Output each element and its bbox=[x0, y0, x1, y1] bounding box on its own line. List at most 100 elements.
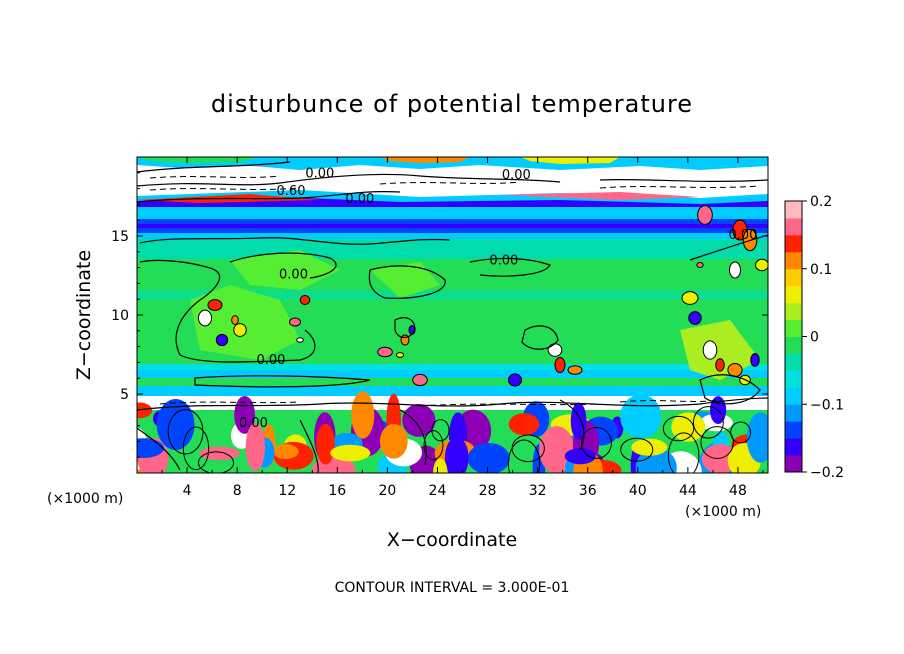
x-tick-label: 4 bbox=[183, 483, 192, 499]
turbulence-contour bbox=[730, 421, 752, 444]
cyan-layer bbox=[137, 378, 768, 386]
turbulence-blob bbox=[539, 426, 575, 473]
small-patch bbox=[289, 317, 301, 327]
turbulence-blob bbox=[137, 402, 153, 419]
small-patch bbox=[231, 315, 239, 325]
small-patch bbox=[299, 294, 311, 306]
colorbar-swatch bbox=[785, 404, 802, 422]
colorbar-swatch bbox=[785, 336, 802, 354]
colorbar-swatch bbox=[785, 217, 802, 236]
turbulence-contour bbox=[700, 426, 734, 459]
contour-interval-note: CONTOUR INTERVAL = 3.000E-01 bbox=[335, 580, 570, 596]
turbulence-blob bbox=[245, 423, 266, 472]
turbulence-blob bbox=[564, 448, 596, 465]
y-axis-ticks: 5 10 15 bbox=[111, 172, 768, 458]
turbulence-blob bbox=[137, 438, 165, 458]
turbulence-contour bbox=[507, 439, 541, 473]
small-patch bbox=[729, 261, 741, 279]
turbulence-blob bbox=[351, 391, 375, 439]
contour-line bbox=[137, 173, 561, 187]
turbulence-contour bbox=[431, 419, 450, 442]
contour-lines bbox=[137, 161, 768, 473]
turbulence-blob bbox=[746, 412, 768, 463]
contour-line bbox=[137, 397, 768, 411]
colorbar-swatch bbox=[785, 234, 802, 253]
small-patch bbox=[233, 323, 247, 337]
x-tick-label: 48 bbox=[729, 483, 747, 499]
colorbar-swatch bbox=[785, 353, 802, 371]
turbulence-blob bbox=[467, 442, 510, 473]
colorbar-swatch bbox=[785, 285, 802, 304]
contour-line bbox=[139, 259, 316, 363]
colorbar-swatch bbox=[785, 370, 802, 388]
contour-line bbox=[229, 252, 337, 279]
small-patch bbox=[681, 291, 699, 305]
contour-labels: 0.00 0.00 0.00 0.00 0.00 0.00 0.00 0.00 0.60 bbox=[239, 167, 757, 432]
blue-band bbox=[137, 233, 768, 239]
turbulence-blob bbox=[330, 444, 371, 462]
x-unit-right: (×1000 m) bbox=[685, 504, 761, 520]
contour-line bbox=[469, 257, 551, 277]
small-patch bbox=[554, 356, 566, 374]
colorbar-swatch bbox=[785, 251, 802, 270]
colorbar-swatch bbox=[785, 319, 802, 337]
contour-line bbox=[139, 237, 451, 245]
y-tick-label: 10 bbox=[111, 308, 129, 324]
x-tick-label: 12 bbox=[278, 483, 296, 499]
small-patch bbox=[215, 333, 229, 347]
x-tick-label: 24 bbox=[429, 483, 447, 499]
turbulence-blob bbox=[402, 404, 436, 437]
contour-label: 0.00 bbox=[239, 416, 268, 431]
contour-line bbox=[137, 191, 401, 203]
contour-line bbox=[137, 427, 181, 471]
colorbar: −0.2 −0.1 0 0.1 0.2 bbox=[784, 194, 844, 481]
cyan-layer bbox=[137, 364, 768, 370]
small-patch bbox=[296, 337, 304, 343]
upper-color-patch bbox=[380, 157, 470, 163]
contour-label: 0.00 bbox=[345, 192, 374, 207]
x-tick-label: 16 bbox=[328, 483, 346, 499]
cyan-layer bbox=[137, 370, 768, 378]
small-patch bbox=[696, 262, 704, 268]
x-unit-left: (×1000 m) bbox=[47, 491, 123, 507]
colorbar-swatch bbox=[785, 387, 802, 405]
contour-label: 0.00 bbox=[502, 168, 531, 183]
x-tick-label: 44 bbox=[679, 483, 697, 499]
x-tick-label: 28 bbox=[479, 483, 497, 499]
small-patch bbox=[688, 311, 702, 325]
cyan-layer bbox=[137, 290, 768, 300]
blue-band bbox=[137, 224, 768, 228]
chart-title: disturbunce of potential temperature bbox=[211, 90, 693, 118]
colorbar-tick-label: 0.1 bbox=[810, 262, 832, 278]
colorbar-tick-label: −0.1 bbox=[810, 397, 844, 413]
light-green-patch bbox=[370, 262, 440, 298]
small-patch bbox=[567, 365, 583, 375]
plot-area: 0.00 0.00 0.00 0.00 0.00 0.00 0.00 0.00 0.60 bbox=[137, 157, 768, 473]
x-tick-label: 40 bbox=[629, 483, 647, 499]
turbulence-contour bbox=[662, 415, 695, 442]
light-green-patch bbox=[230, 250, 340, 290]
upper-color-patch bbox=[520, 157, 620, 164]
cyan-layer bbox=[137, 386, 768, 396]
colorbar-swatch bbox=[785, 201, 802, 219]
small-patch bbox=[702, 340, 718, 360]
turbulence-blob bbox=[379, 423, 408, 459]
small-patch bbox=[197, 309, 213, 327]
contour-line bbox=[299, 419, 319, 473]
x-tick-label: 36 bbox=[579, 483, 597, 499]
small-patch bbox=[547, 343, 563, 357]
contour-label: 0.00 bbox=[305, 167, 334, 182]
contour-label: 0.00 bbox=[728, 228, 757, 243]
small-patch bbox=[755, 258, 768, 272]
contour-label: 0.60 bbox=[277, 184, 306, 199]
turbulence-blob bbox=[316, 423, 335, 465]
contour-label: 0.00 bbox=[256, 353, 285, 368]
contour-line bbox=[599, 178, 768, 182]
dashed-contours bbox=[149, 175, 761, 407]
contour-line bbox=[399, 409, 427, 466]
turbulence-blob bbox=[671, 412, 706, 442]
contour-line bbox=[559, 399, 585, 451]
lower-region bbox=[137, 396, 768, 410]
turbulence-blob bbox=[199, 446, 240, 461]
